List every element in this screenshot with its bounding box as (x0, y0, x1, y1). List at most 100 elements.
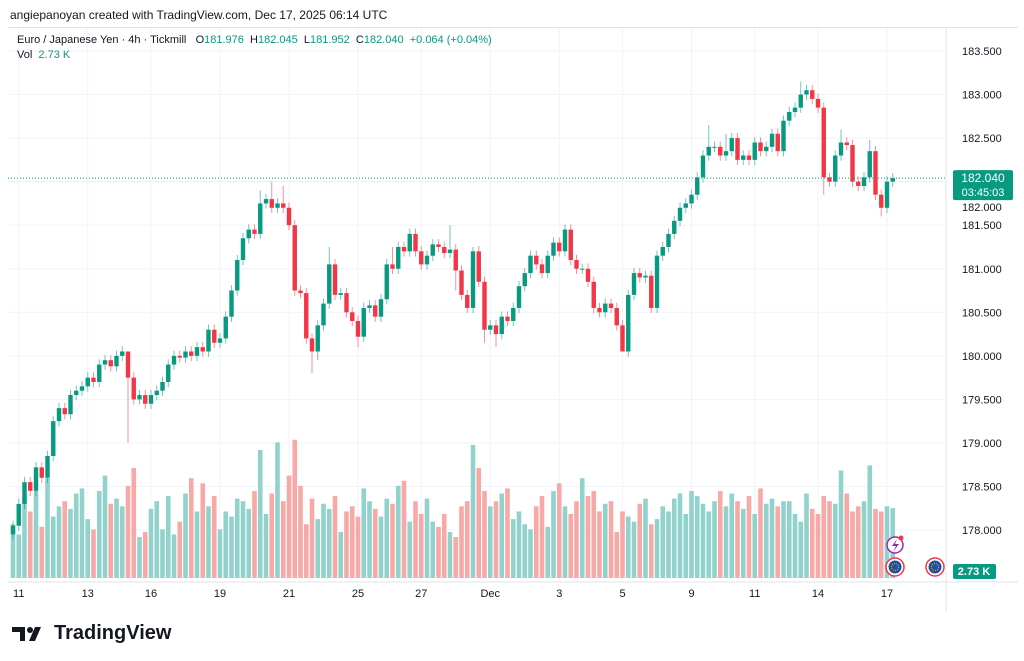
candle-up (16, 503, 21, 526)
volume-bar (418, 514, 424, 578)
candle-up (781, 120, 786, 152)
time-axis-label: 19 (214, 588, 226, 600)
candle-down (390, 264, 395, 269)
volume-bar (487, 506, 493, 578)
candle-down (459, 270, 464, 295)
candle-down (815, 98, 821, 108)
volume-bar (131, 467, 137, 578)
candle-down (827, 177, 832, 182)
volume-bar (22, 496, 27, 578)
open-value: 181.976 (204, 34, 244, 46)
close-label: C (355, 34, 364, 46)
candle-up (833, 155, 838, 182)
candle-up (643, 275, 648, 278)
volume-bar (424, 498, 430, 578)
volume-value: 2.73 K (38, 49, 71, 61)
volume-bar (246, 508, 252, 578)
time-axis-label: 11 (749, 588, 760, 600)
volume-bar (838, 470, 844, 578)
eu-stars-icon (891, 563, 899, 571)
candle-up (700, 155, 706, 178)
volume-bar (832, 503, 838, 578)
candle-up (315, 325, 320, 352)
volume-bar (372, 508, 378, 578)
candle-up (384, 264, 389, 300)
symbol-title[interactable]: Euro / Japanese Yen · 4h · Tickmill (17, 34, 187, 46)
candle-down (505, 316, 510, 322)
candle-up (79, 386, 85, 391)
candle-down (332, 264, 338, 295)
volume-bar (470, 444, 476, 578)
candle-down (574, 260, 579, 269)
volume-bar (355, 516, 361, 578)
volume-bar (292, 439, 298, 578)
candle-down (608, 303, 614, 308)
candle-up (171, 355, 177, 365)
price-axis-label: 178.500 (962, 482, 1002, 494)
candle-up (154, 390, 159, 396)
volume-bar (821, 496, 827, 578)
volume-bar (861, 501, 867, 578)
candle-up (838, 142, 844, 156)
volume-bar (384, 498, 390, 578)
candle-down (350, 312, 355, 322)
volume-label: Vol (17, 49, 33, 61)
volume-bar (539, 496, 545, 578)
candle-down (309, 338, 315, 352)
candle-down (637, 273, 642, 278)
volume-bar (206, 506, 211, 578)
volume-bar (850, 511, 855, 578)
candle-up (327, 264, 332, 304)
volume-bar (390, 503, 395, 578)
volume-bar (878, 511, 884, 578)
candle-up (792, 107, 798, 112)
candle-up (769, 133, 775, 147)
volume-bar (648, 524, 654, 578)
candle-down (125, 351, 131, 378)
candle-down (286, 207, 292, 226)
volume-tag (953, 564, 996, 579)
volume-bar (568, 514, 574, 578)
volume-bar (73, 493, 79, 578)
price-axis-label: 182.000 (962, 202, 1002, 214)
volume-bar (367, 501, 372, 578)
candle-up (430, 244, 435, 256)
candle-up (275, 203, 280, 208)
price-axis-label: 180.000 (962, 351, 1002, 363)
candle-up (223, 316, 228, 339)
volume-bar (217, 529, 223, 578)
volume-bar (769, 498, 775, 578)
candle-down (810, 90, 815, 99)
candle-up (729, 138, 734, 152)
volume-bar (430, 521, 436, 578)
low-value: 181.952 (309, 34, 350, 46)
bar-countdown: 03:45:03 (962, 187, 1005, 199)
candle-up (424, 255, 430, 265)
volume-bar (194, 511, 200, 578)
candle-up (660, 246, 665, 256)
candle-down (746, 155, 752, 160)
candle-down (534, 255, 539, 265)
candle-down (419, 251, 424, 265)
volume-bar (740, 508, 746, 578)
candle-up (235, 260, 240, 291)
volume-bar (114, 498, 119, 578)
candle-down (821, 107, 826, 178)
candle-up (683, 203, 688, 208)
tradingview-logo[interactable]: TradingView (12, 622, 171, 645)
candle-up (787, 111, 792, 121)
volume-bar (154, 501, 160, 578)
candle-up (603, 303, 608, 313)
candle-down (614, 307, 619, 326)
candle-down (856, 181, 861, 187)
last-price-tag (953, 170, 1013, 201)
volume-bar (108, 503, 114, 578)
time-axis-label: 27 (415, 588, 427, 600)
candle-down (292, 225, 297, 291)
volume-bar (68, 508, 73, 578)
volume-bar (413, 501, 418, 578)
volume-bar (275, 442, 280, 578)
candle-up (183, 351, 188, 358)
volume-bar (786, 501, 792, 578)
